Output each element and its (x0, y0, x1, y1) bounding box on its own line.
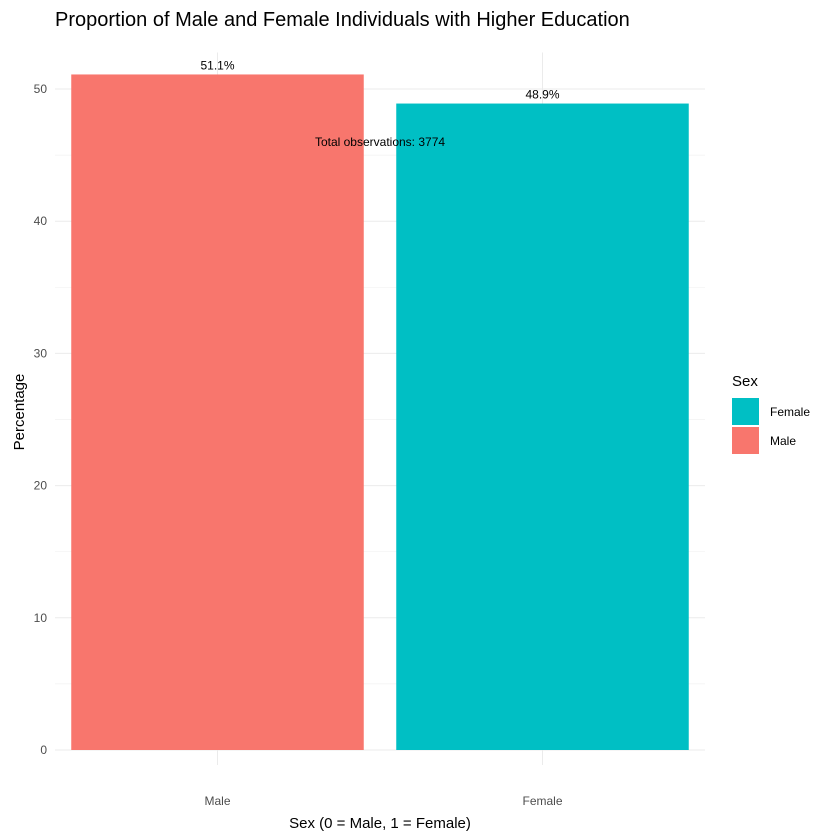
y-tick-label: 50 (34, 82, 48, 96)
y-tick-label: 0 (40, 743, 47, 757)
legend-label-female: Female (770, 405, 810, 419)
plot-area: 51.1% 48.9% 0 10 20 30 40 50 Male Female Total … (34, 52, 705, 808)
chart-title: Proportion of Male and Female Individual… (55, 9, 630, 31)
data-labels: 51.1% 48.9% (200, 58, 559, 101)
y-axis-ticks: 0 10 20 30 40 50 (34, 82, 48, 757)
bar-male (71, 74, 364, 750)
legend-title: Sex (732, 373, 758, 390)
x-tick-label-male: Male (204, 794, 230, 808)
y-axis-title: Percentage (11, 374, 28, 451)
bars (71, 74, 689, 751)
x-axis-ticks: Male Female (204, 794, 562, 808)
y-tick-label: 20 (34, 479, 48, 493)
legend-key-male (732, 427, 759, 454)
x-tick-label-female: Female (522, 794, 562, 808)
y-tick-label: 30 (34, 346, 48, 360)
y-tick-label: 40 (34, 214, 48, 228)
bar-female (396, 103, 689, 751)
total-observations-annotation: Total observations: 3774 (315, 135, 445, 149)
legend: Sex Female Male (732, 373, 810, 454)
legend-label-male: Male (770, 434, 796, 448)
data-label-male: 51.1% (200, 58, 234, 72)
x-axis-title: Sex (0 = Male, 1 = Female) (289, 815, 471, 832)
data-label-female: 48.9% (525, 88, 559, 102)
y-tick-label: 10 (34, 611, 48, 625)
legend-key-female (732, 398, 759, 425)
